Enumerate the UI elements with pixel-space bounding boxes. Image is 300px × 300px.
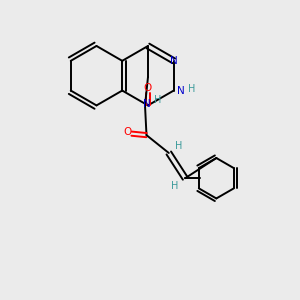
Text: H: H [171, 181, 178, 191]
Text: N: N [170, 56, 178, 66]
Text: H: H [188, 84, 195, 94]
Text: O: O [123, 127, 131, 137]
Text: N: N [143, 99, 151, 109]
Text: H: H [175, 140, 182, 151]
Text: O: O [144, 83, 152, 94]
Text: H: H [154, 95, 161, 105]
Text: N: N [177, 85, 184, 96]
